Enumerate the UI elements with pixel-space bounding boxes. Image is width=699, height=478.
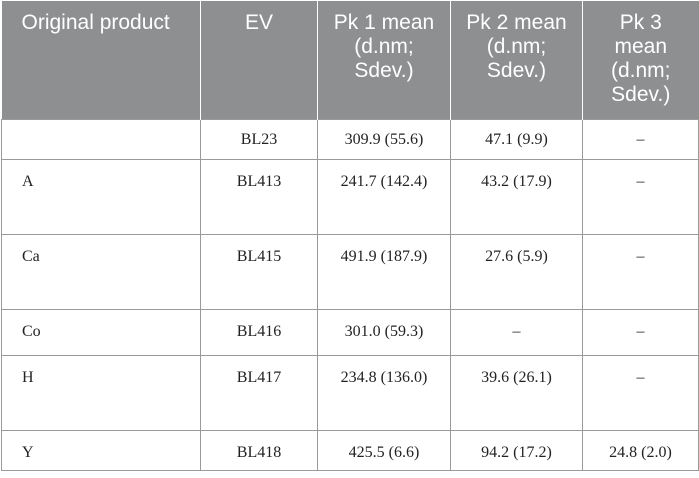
cell-pk3: –: [582, 158, 699, 235]
header-pk1-mean: Pk 1 mean (d.nm; Sdev.): [317, 1, 451, 119]
cell-original-product: A: [1, 158, 201, 235]
header-pk3-mean: Pk 3 mean (d.nm; Sdev.): [582, 1, 699, 119]
cell-pk3: –: [582, 118, 699, 160]
cell-pk2: 43.2 (17.9): [450, 158, 583, 235]
cell-pk1: 301.0 (59.3): [317, 308, 451, 356]
cell-original-product: H: [1, 354, 201, 431]
cell-pk1: 425.5 (6.6): [317, 429, 451, 471]
table-header: Original product EV Pk 1 mean (d.nm; Sde…: [1, 1, 699, 119]
table-row: Ca BL415 491.9 (187.9) 27.6 (5.9) –: [1, 233, 699, 310]
cell-pk2: 94.2 (17.2): [450, 429, 583, 471]
cell-pk1: 241.7 (142.4): [317, 158, 451, 235]
cell-ev: BL23: [200, 118, 318, 160]
header-ev: EV: [200, 1, 318, 119]
cell-pk3: –: [582, 354, 699, 431]
cell-ev: BL417: [200, 354, 318, 431]
table-row: H BL417 234.8 (136.0) 39.6 (26.1) –: [1, 354, 699, 431]
table-row: Y BL418 425.5 (6.6) 94.2 (17.2) 24.8 (2.…: [1, 429, 699, 471]
table-body: BL23 309.9 (55.6) 47.1 (9.9) – A BL413 2…: [1, 118, 699, 471]
cell-ev: BL418: [200, 429, 318, 471]
cell-pk2: 27.6 (5.9): [450, 233, 583, 310]
header-row: Original product EV Pk 1 mean (d.nm; Sde…: [1, 1, 699, 119]
cell-ev: BL415: [200, 233, 318, 310]
cell-original-product: Y: [1, 429, 201, 471]
cell-pk2: 47.1 (9.9): [450, 118, 583, 160]
cell-pk3: –: [582, 308, 699, 356]
cell-ev: BL416: [200, 308, 318, 356]
cell-pk1: 309.9 (55.6): [317, 118, 451, 160]
cell-pk3: 24.8 (2.0): [582, 429, 699, 471]
cell-ev: BL413: [200, 158, 318, 235]
cell-original-product: [1, 118, 201, 160]
cell-pk2: 39.6 (26.1): [450, 354, 583, 431]
cell-pk2: –: [450, 308, 583, 356]
table-row: A BL413 241.7 (142.4) 43.2 (17.9) –: [1, 158, 699, 235]
header-pk2-mean: Pk 2 mean (d.nm; Sdev.): [450, 1, 583, 119]
table-row: BL23 309.9 (55.6) 47.1 (9.9) –: [1, 118, 699, 160]
cell-original-product: Ca: [1, 233, 201, 310]
cell-pk1: 491.9 (187.9): [317, 233, 451, 310]
header-original-product: Original product: [1, 1, 201, 119]
cell-pk3: –: [582, 233, 699, 310]
cell-pk1: 234.8 (136.0): [317, 354, 451, 431]
cell-original-product: Co: [1, 308, 201, 356]
table-row: Co BL416 301.0 (59.3) – –: [1, 308, 699, 356]
